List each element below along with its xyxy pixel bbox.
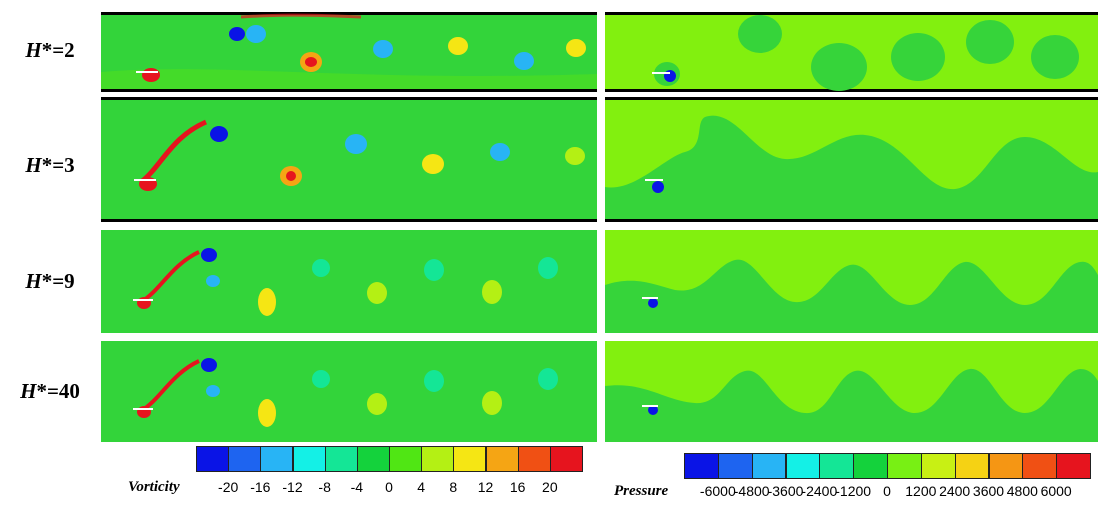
pressure-color-cell xyxy=(887,453,922,479)
vorticity-tick-label: -4 xyxy=(350,479,364,495)
h-value: *=2 xyxy=(41,38,75,62)
pressure-color-cell xyxy=(1022,453,1058,479)
vorticity-tick-label: 20 xyxy=(542,479,558,495)
pressure-tick-label: -6000 xyxy=(699,483,736,499)
pressure-panel-h40 xyxy=(605,341,1098,442)
vorticity-tick-label: -12 xyxy=(282,479,303,495)
pressure-panel-h2 xyxy=(605,12,1098,92)
vorticity-color-cell xyxy=(260,446,294,472)
pressure-color-cell xyxy=(819,453,855,479)
pressure-tick-label: 1200 xyxy=(905,483,937,499)
vorticity-tick-label: 8 xyxy=(449,479,458,495)
vorticity-color-cell xyxy=(228,446,262,472)
pressure-tick-label: 3600 xyxy=(972,483,1005,499)
pressure-tick-label: 0 xyxy=(883,483,891,499)
vorticity-color-cell xyxy=(324,446,358,472)
pressure-color-cell xyxy=(920,453,956,479)
pressure-color-cell xyxy=(954,453,990,479)
vorticity-color-cell xyxy=(517,446,551,472)
h-value: *=40 xyxy=(36,379,80,403)
pressure-tick-label: 6000 xyxy=(1040,483,1072,499)
vorticity-tick-label: 4 xyxy=(417,479,426,495)
pressure-legend-title: Pressure xyxy=(614,483,669,499)
pressure-tick-label: -2400 xyxy=(801,483,838,499)
h-value: *=3 xyxy=(41,153,75,177)
vorticity-color-cell xyxy=(389,446,423,472)
h-symbol: H xyxy=(25,38,42,62)
pressure-tick-label: 2400 xyxy=(939,483,971,499)
pressure-color-cell xyxy=(1056,453,1091,479)
h-symbol: H xyxy=(25,269,42,293)
pressure-tick-label: -4800 xyxy=(733,483,770,499)
pressure-color-cell xyxy=(988,453,1024,479)
pressure-colorbar: -6000 -4800 -3600 -2400 -1200 0 1200 2400 3600 48… xyxy=(684,453,1091,508)
vorticity-tick-label: 16 xyxy=(509,479,526,495)
pressure-color-cell xyxy=(853,453,888,479)
row-label-h2: H*=2 xyxy=(2,38,98,63)
pressure-tick-label: 4800 xyxy=(1006,483,1038,499)
vorticity-color-cell xyxy=(421,446,455,472)
vorticity-tick-label: -20 xyxy=(218,479,239,495)
pressure-color-cell xyxy=(717,453,753,479)
vorticity-color-cell xyxy=(196,446,230,472)
row-label-h9: H*=9 xyxy=(2,269,98,294)
row-label-h40: H*=40 xyxy=(2,379,98,404)
vorticity-tick-label: 12 xyxy=(477,479,494,495)
pressure-color-cell xyxy=(684,453,719,479)
vorticity-tick-label: -16 xyxy=(250,479,271,495)
vorticity-color-cell xyxy=(356,446,390,472)
vorticity-color-cell xyxy=(549,446,583,472)
vorticity-color-cell xyxy=(485,446,519,472)
h-symbol: H xyxy=(20,379,37,403)
h-symbol: H xyxy=(25,153,42,177)
pressure-color-cell xyxy=(785,453,821,479)
vorticity-panel-h2 xyxy=(101,12,597,92)
vorticity-panel-h40 xyxy=(101,341,597,442)
pressure-tick-label: -1200 xyxy=(835,483,872,499)
vorticity-panel-h9 xyxy=(101,230,597,333)
h-value: *=9 xyxy=(41,269,75,293)
row-label-h3: H*=3 xyxy=(2,153,98,178)
vorticity-panel-h3 xyxy=(101,97,597,222)
vorticity-color-cell xyxy=(453,446,487,472)
pressure-tick-label: -3600 xyxy=(767,483,804,499)
pressure-panel-h3 xyxy=(605,97,1098,222)
pressure-panel-h9 xyxy=(605,230,1098,333)
vorticity-tick-label: 0 xyxy=(385,479,393,495)
vorticity-colorbar: -20 -16 -12 -8 -4 0 4 8 12 16 20 xyxy=(196,446,583,508)
pressure-color-cell xyxy=(751,453,787,479)
vorticity-legend-title: Vorticity xyxy=(128,479,180,495)
vorticity-tick-label: -8 xyxy=(318,479,331,495)
vorticity-color-cell xyxy=(292,446,326,472)
